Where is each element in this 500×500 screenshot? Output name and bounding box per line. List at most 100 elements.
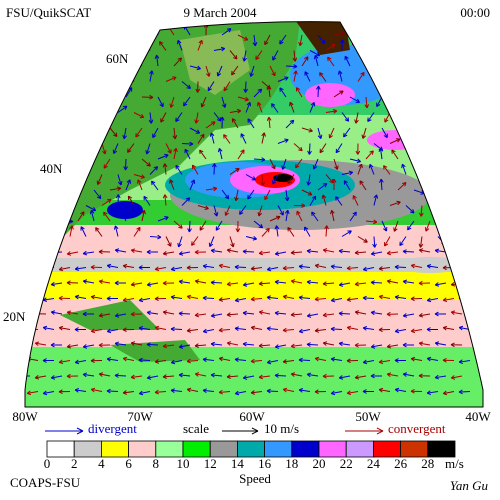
map-border [24, 21, 484, 408]
wind-arrow [109, 127, 118, 138]
wind-arrow [162, 310, 175, 315]
wind-arrow [335, 196, 343, 206]
wind-arrow [45, 34, 52, 45]
wind-arrow [82, 250, 95, 256]
wind-arrow [223, 81, 231, 92]
lon-label: 70W [127, 409, 153, 424]
wind-arrow [146, 310, 159, 316]
wind-arrow [361, 24, 367, 36]
wind-arrow [453, 232, 466, 237]
wind-arrow [413, 118, 421, 129]
wind-arrow [89, 210, 95, 222]
wind-arrow [237, 96, 249, 102]
wind-arrow [298, 357, 311, 363]
wind-arrow [197, 39, 203, 51]
wind-arrow [250, 325, 263, 331]
wind-arrow [451, 101, 457, 113]
wind-arrow [442, 390, 455, 396]
wind-arrow [410, 388, 423, 394]
wind-arrow [313, 55, 319, 67]
wind-arrow [437, 50, 443, 62]
wind-arrow [66, 343, 79, 349]
wind-arrow [194, 343, 207, 348]
wind-arrow [160, 112, 167, 123]
colorbar-tick: 12 [204, 456, 217, 471]
wind-arrow [292, 50, 298, 62]
wind-arrow [304, 71, 311, 82]
wind-arrow [229, 50, 238, 60]
wind-arrow [330, 357, 343, 362]
wind-arrow [458, 266, 471, 272]
wind-arrow [58, 325, 71, 331]
lat-label: 20N [3, 309, 26, 324]
wind-arrow [450, 310, 463, 316]
wind-arrow [376, 96, 383, 108]
wind-arrow [114, 313, 127, 318]
wind-arrow [106, 356, 119, 362]
wind-arrow [274, 279, 287, 285]
wind-arrow [309, 195, 317, 206]
wind-arrow [401, 163, 407, 175]
wind-arrow [202, 357, 215, 362]
wind-arrow [405, 42, 415, 51]
wind-arrow [90, 387, 103, 393]
wind-arrow [421, 112, 433, 119]
wind-arrow [178, 311, 191, 316]
wind-arrow [386, 311, 399, 317]
wind-arrow [394, 358, 407, 363]
wind-arrow [138, 325, 151, 331]
wind-arrow [381, 220, 388, 232]
wind-arrow [58, 266, 71, 272]
wind-arrow [149, 70, 154, 82]
wind-arrow [165, 76, 177, 82]
wind-arrow [71, 34, 79, 45]
wind-arrow [364, 96, 370, 109]
wind-arrow [29, 147, 34, 160]
wind-arrow [112, 143, 119, 154]
wind-arrow [40, 65, 47, 77]
wind-arrow [209, 132, 215, 144]
wind-arrow [440, 189, 447, 201]
wind-arrow [287, 226, 295, 237]
wind-arrow [85, 143, 97, 148]
wind-arrow [338, 311, 351, 316]
wind-arrow [117, 105, 128, 113]
wind-arrow [314, 328, 327, 333]
wind-arrow [133, 226, 141, 237]
wind-arrow [218, 356, 231, 362]
wind-arrow [143, 195, 151, 206]
wind-arrow [157, 216, 169, 222]
wind-arrow [122, 297, 135, 303]
wind-arrow [322, 312, 335, 318]
wind-arrow [293, 203, 306, 208]
wind-arrow [50, 281, 63, 287]
wind-arrow [106, 263, 119, 269]
wind-arrow [325, 43, 336, 51]
wind-arrow [277, 76, 289, 82]
wind-arrow [122, 390, 135, 395]
wind-arrow [211, 163, 217, 175]
wind-arrow [223, 134, 231, 144]
wind-arrow [402, 313, 415, 318]
wind-arrow [103, 158, 111, 169]
wind-arrow [162, 250, 175, 256]
wind-arrow [123, 158, 129, 171]
wind-arrow [145, 143, 151, 155]
wind-arrow [413, 24, 420, 36]
wind-arrow [458, 359, 471, 365]
wind-arrow [466, 174, 471, 186]
wind-arrow [187, 220, 192, 233]
wind-arrow [328, 127, 335, 139]
wind-arrow [391, 149, 399, 160]
wind-arrow [181, 81, 191, 89]
wind-arrow [99, 101, 105, 113]
wind-arrow [173, 220, 183, 229]
wind-arrow [138, 357, 151, 363]
wind-arrow [58, 389, 71, 395]
wind-arrow [365, 219, 378, 225]
wind-arrow [362, 295, 375, 301]
wind-arrow [327, 56, 335, 67]
wind-arrow [383, 165, 391, 175]
legend-arrow-head [376, 427, 384, 435]
wind-arrow [260, 174, 266, 186]
